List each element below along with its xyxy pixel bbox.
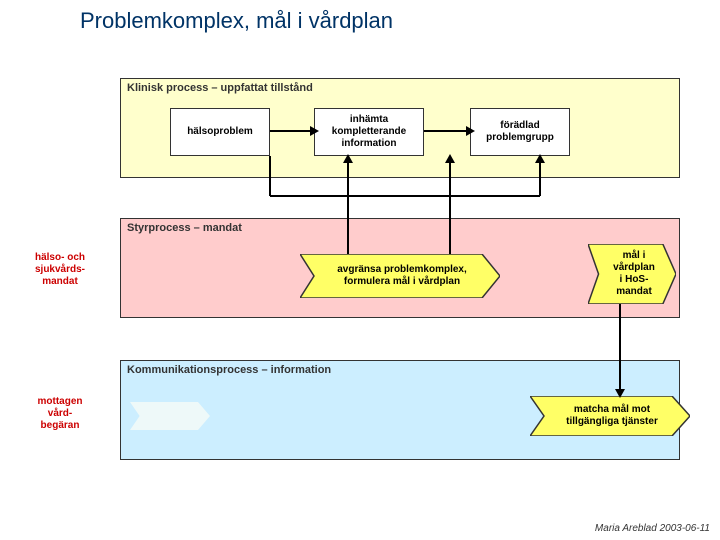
chevron-mal-vardplan: mål i vårdplan i HoS- mandat	[588, 244, 676, 304]
footer-credit: Maria Areblad 2003-06-11	[595, 523, 710, 534]
box-inhamta-label: inhämta kompletterande information	[332, 114, 406, 150]
chevron-matcha: matcha mål mot tillgängliga tjänster	[530, 396, 690, 436]
chevron-avgransa: avgränsa problemkomplex, formulera mål i…	[300, 254, 500, 298]
lane-communication-label: Kommunikationsprocess – information	[127, 364, 331, 376]
side-label-mottagen: mottagen vård- begäran	[20, 396, 100, 432]
box-halsoproblem: hälsoproblem	[170, 108, 270, 156]
lane-steering-label: Styrprocess – mandat	[127, 222, 242, 234]
chevron-pale	[130, 402, 210, 430]
box-foradlad: förädlad problemgrupp	[470, 108, 570, 156]
lane-clinical-label: Klinisk process – uppfattat tillstånd	[127, 82, 313, 94]
box-foradlad-label: förädlad problemgrupp	[486, 120, 554, 144]
box-halsoproblem-label: hälsoproblem	[187, 126, 253, 138]
page-title: Problemkomplex, mål i vårdplan	[80, 8, 393, 34]
side-label-halso: hälso- och sjukvårds- mandat	[20, 252, 100, 288]
box-inhamta: inhämta kompletterande information	[314, 108, 424, 156]
